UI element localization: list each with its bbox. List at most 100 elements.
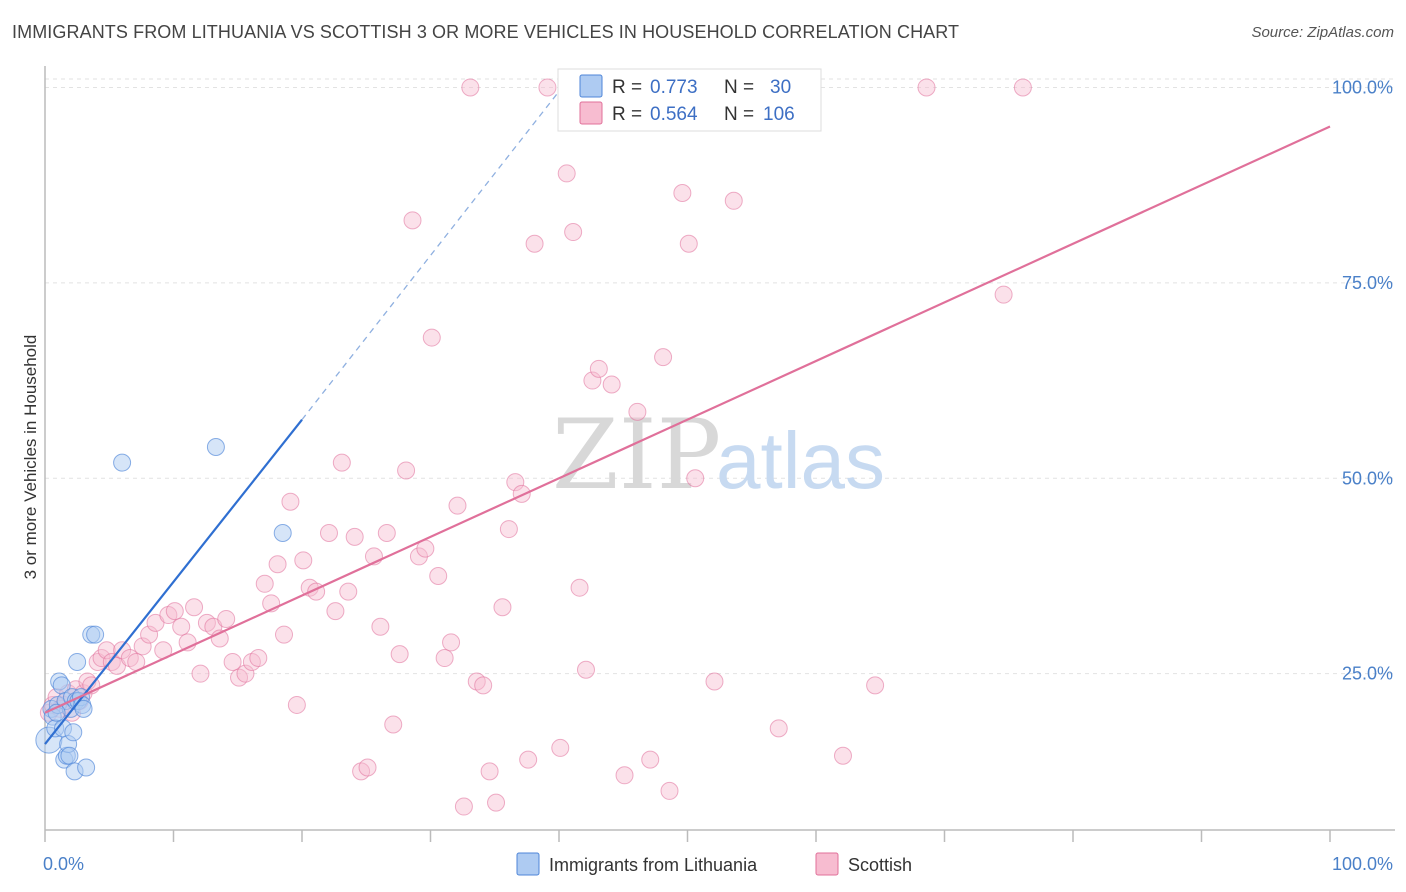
lithuania-point bbox=[113, 453, 132, 472]
scottish-point bbox=[429, 566, 448, 585]
scottish-point bbox=[249, 649, 268, 668]
scottish-point bbox=[236, 664, 255, 683]
lithuania-point bbox=[206, 438, 225, 456]
scottish-point bbox=[589, 359, 608, 378]
scottish-point bbox=[673, 183, 692, 202]
lithuania-trend-extension bbox=[301, 90, 560, 421]
scottish-point bbox=[679, 234, 698, 253]
scottish-point bbox=[551, 738, 570, 757]
scottish-point bbox=[525, 234, 544, 253]
scottish-point bbox=[512, 484, 531, 503]
chart-source: Source: ZipAtlas.com bbox=[1251, 24, 1394, 41]
scottish-point bbox=[268, 555, 287, 574]
lithuania-trend-line bbox=[44, 418, 303, 745]
scottish-point bbox=[454, 797, 473, 816]
y-tick-label-3: 100.0% bbox=[1332, 77, 1393, 97]
legend-r-value-lithuania: 0.773 bbox=[650, 77, 698, 98]
scottish-point bbox=[217, 609, 236, 628]
legend-r-label-scottish: R = bbox=[612, 104, 642, 125]
scottish-point bbox=[384, 715, 403, 734]
scottish-point bbox=[654, 348, 673, 367]
lithuania-point bbox=[273, 523, 292, 542]
scottish-point bbox=[133, 637, 152, 656]
scottish-point bbox=[538, 78, 557, 97]
bottom-legend-label-scottish: Scottish bbox=[848, 855, 912, 875]
scottish-point bbox=[97, 641, 116, 660]
scottish-point bbox=[294, 551, 313, 570]
watermark-atlas: atlas bbox=[716, 416, 885, 505]
scottish-point bbox=[570, 578, 589, 597]
scottish-point bbox=[866, 676, 885, 695]
scottish-point bbox=[332, 453, 351, 472]
lithuania-point bbox=[68, 652, 87, 671]
scottish-point bbox=[448, 496, 467, 515]
lithuania-point bbox=[77, 758, 96, 777]
scottish-point bbox=[319, 523, 338, 542]
scottish-point bbox=[275, 625, 294, 644]
y-tick-label-0: 25.0% bbox=[1342, 664, 1393, 684]
scottish-point bbox=[833, 746, 852, 765]
scottish-point bbox=[390, 645, 409, 664]
x-tick-label-min: 0.0% bbox=[43, 854, 84, 874]
legend-r-label-lithuania: R = bbox=[612, 77, 642, 98]
scottish-point bbox=[358, 758, 377, 777]
lithuania-point bbox=[74, 699, 93, 718]
scottish-point bbox=[281, 492, 300, 511]
scottish-point bbox=[576, 660, 595, 679]
scottish-point bbox=[583, 371, 602, 390]
scottish-point bbox=[113, 641, 132, 660]
scottish-point bbox=[519, 750, 538, 769]
watermark: ZIP atlas bbox=[552, 399, 885, 511]
scottish-point bbox=[602, 375, 621, 394]
scottish-trend-line bbox=[44, 125, 1331, 714]
scottish-point bbox=[564, 223, 583, 242]
y-tick-label-1: 50.0% bbox=[1342, 468, 1393, 488]
legend-n-label-scottish: N = bbox=[724, 104, 754, 125]
chart-title: IMMIGRANTS FROM LITHUANIA VS SCOTTISH 3 … bbox=[12, 22, 960, 42]
scottish-point bbox=[461, 78, 480, 97]
scottish-point bbox=[628, 402, 647, 421]
scottish-point bbox=[660, 781, 679, 800]
legend-box: R = 0.773 N = 30 R = 0.564 N = 106 bbox=[557, 68, 822, 132]
scottish-point bbox=[435, 649, 454, 668]
scottish-point bbox=[172, 617, 191, 636]
scottish-point bbox=[493, 598, 512, 617]
scottish-point bbox=[165, 602, 184, 621]
scottish-point bbox=[422, 328, 441, 347]
legend-swatch-scottish bbox=[579, 101, 603, 125]
bottom-legend: Immigrants from Lithuania Scottish bbox=[516, 852, 912, 876]
bottom-legend-label-lithuania: Immigrants from Lithuania bbox=[549, 855, 758, 875]
tick-labels: 25.0% 50.0% 75.0% 100.0% 0.0% 100.0% bbox=[43, 77, 1393, 874]
scottish-point bbox=[917, 78, 936, 97]
trend-lines bbox=[44, 90, 1331, 745]
scottish-point bbox=[557, 164, 576, 183]
scottish-point bbox=[287, 695, 306, 714]
scottish-point bbox=[705, 672, 724, 691]
lithuania-point bbox=[64, 723, 83, 742]
scottish-point bbox=[371, 617, 390, 636]
scottish-point bbox=[326, 602, 345, 621]
scottish-point bbox=[615, 766, 634, 785]
legend-n-label-lithuania: N = bbox=[724, 77, 754, 98]
scottish-point bbox=[191, 664, 210, 683]
scottish-point bbox=[255, 574, 274, 593]
scottish-point bbox=[442, 633, 461, 652]
scottish-point bbox=[345, 527, 364, 546]
scottish-point bbox=[686, 469, 705, 488]
scottish-point bbox=[480, 762, 499, 781]
scottish-point bbox=[377, 523, 396, 542]
scottish-point bbox=[994, 285, 1013, 304]
bottom-legend-swatch-scottish bbox=[815, 852, 839, 876]
legend-r-value-scottish: 0.564 bbox=[650, 104, 698, 125]
grid-lines bbox=[45, 78, 1395, 675]
scottish-point bbox=[223, 652, 242, 671]
scottish-point bbox=[641, 750, 660, 769]
scottish-point bbox=[499, 520, 518, 539]
scottish-point bbox=[403, 211, 422, 230]
scottish-point bbox=[769, 719, 788, 738]
scottish-point bbox=[474, 676, 493, 695]
scottish-point bbox=[397, 461, 416, 480]
bottom-legend-swatch-lithuania bbox=[516, 852, 540, 876]
scottish-point bbox=[487, 793, 506, 812]
lithuania-point bbox=[60, 746, 79, 765]
